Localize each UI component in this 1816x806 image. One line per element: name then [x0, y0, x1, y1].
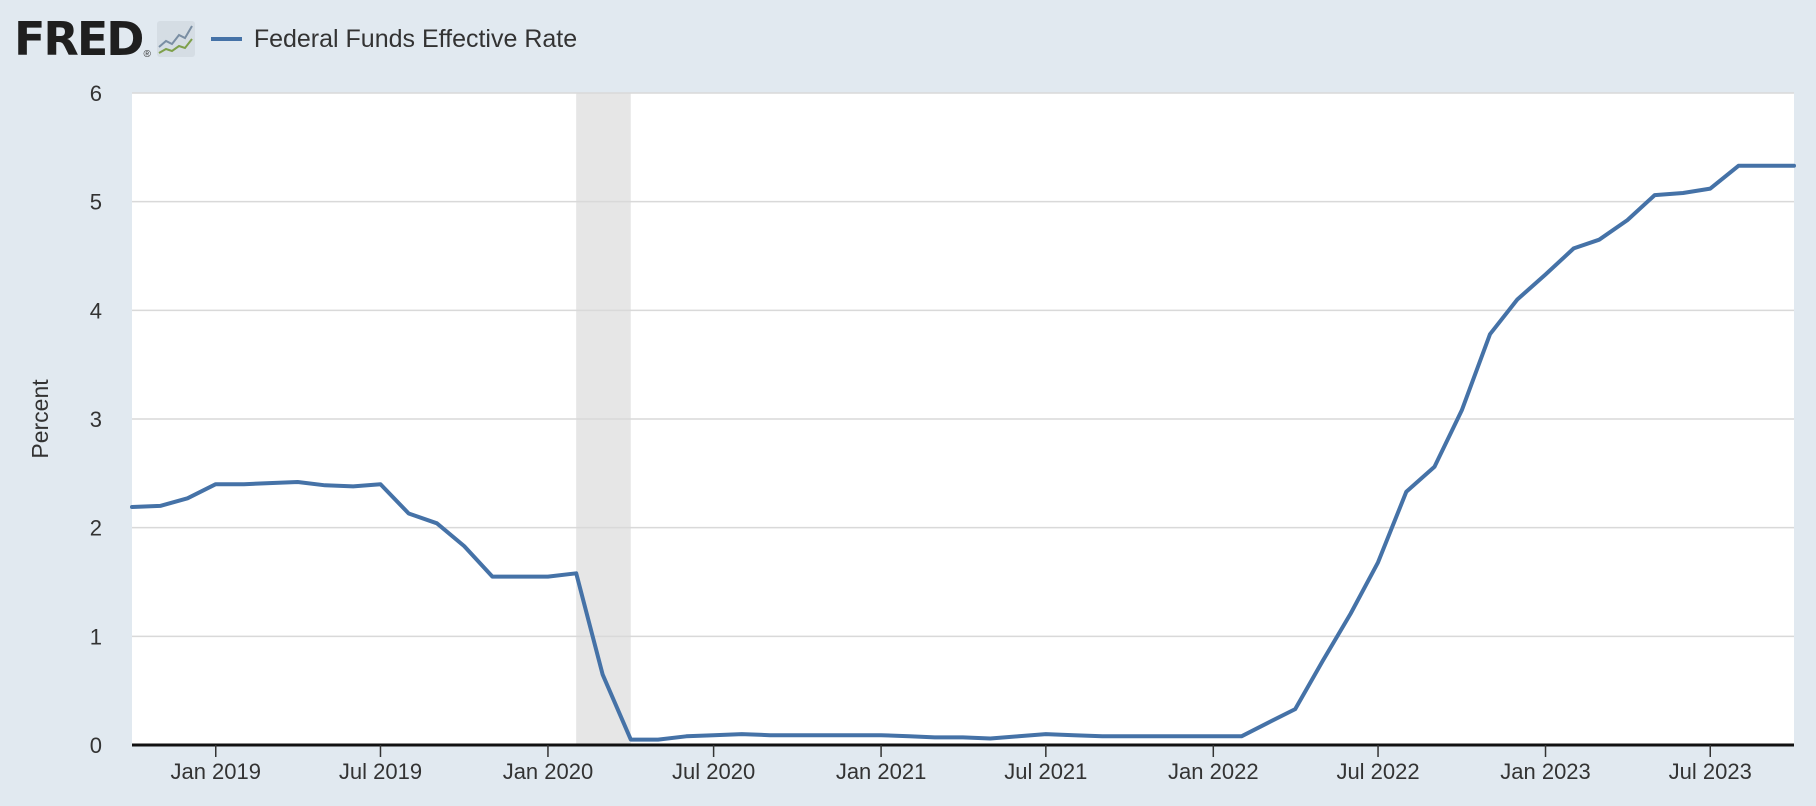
grid-layer	[132, 92, 1794, 638]
y-tick-label: 1	[90, 624, 102, 649]
data-point[interactable]	[1793, 164, 1796, 167]
data-point[interactable]	[1653, 194, 1656, 197]
data-point[interactable]	[1488, 333, 1491, 336]
data-point[interactable]	[186, 497, 189, 500]
data-point[interactable]	[1572, 247, 1575, 250]
data-point[interactable]	[880, 734, 883, 737]
data-point[interactable]	[1101, 735, 1104, 738]
x-tick-label: Jul 2020	[672, 759, 755, 784]
data-point[interactable]	[407, 512, 410, 515]
data-point[interactable]	[131, 506, 134, 509]
x-tick-label: Jul 2021	[1004, 759, 1087, 784]
data-point[interactable]	[575, 572, 578, 575]
data-point[interactable]	[962, 736, 965, 739]
y-tick-label: 4	[90, 298, 102, 323]
data-point[interactable]	[657, 738, 660, 741]
data-point[interactable]	[214, 483, 217, 486]
data-point[interactable]	[1294, 708, 1297, 711]
data-point[interactable]	[1156, 735, 1159, 738]
data-point[interactable]	[1433, 465, 1436, 468]
data-point[interactable]	[1405, 490, 1408, 493]
x-tick-label: Jan 2022	[1168, 759, 1259, 784]
y-tick-label: 2	[90, 516, 102, 541]
data-point[interactable]	[268, 482, 271, 485]
data-point[interactable]	[989, 737, 992, 740]
data-point[interactable]	[296, 481, 299, 484]
data-point[interactable]	[518, 575, 521, 578]
y-tick-label: 0	[90, 733, 102, 758]
data-point[interactable]	[1765, 164, 1768, 167]
series-line[interactable]	[130, 163, 1796, 742]
y-tick-label: 3	[90, 407, 102, 432]
data-point[interactable]	[796, 734, 799, 737]
fred-logo[interactable]: FRED	[14, 12, 144, 66]
data-point[interactable]	[1266, 722, 1269, 725]
data-point[interactable]	[242, 483, 245, 486]
data-point[interactable]	[1240, 735, 1243, 738]
legend-swatch	[210, 37, 242, 41]
data-point[interactable]	[1737, 164, 1740, 167]
data-point[interactable]	[463, 545, 466, 548]
legend-label[interactable]: Federal Funds Effective Rate	[253, 24, 578, 53]
data-point[interactable]	[740, 733, 743, 736]
x-tick-label: Jul 2022	[1336, 759, 1419, 784]
data-point[interactable]	[159, 504, 162, 507]
data-point[interactable]	[1212, 735, 1215, 738]
data-point[interactable]	[1460, 409, 1463, 412]
data-point[interactable]	[1681, 191, 1684, 194]
y-axis-title: Percent	[27, 379, 53, 459]
data-point[interactable]	[1626, 219, 1629, 222]
data-point[interactable]	[352, 485, 355, 488]
x-tick-layer: Jan 2019 Jul 2019 Jan 2020 Jul 2020 Jan 2021…	[170, 745, 1752, 784]
data-point[interactable]	[1349, 612, 1352, 615]
series-layer	[130, 163, 1796, 742]
x-tick-label: Jan 2020	[503, 759, 594, 784]
data-point[interactable]	[1128, 735, 1131, 738]
x-tick-label: Jan 2021	[836, 759, 927, 784]
y-tick-label: 6	[90, 81, 102, 106]
registered-mark: ®	[143, 49, 151, 60]
data-point[interactable]	[379, 483, 382, 486]
data-point[interactable]	[1544, 273, 1547, 276]
data-point[interactable]	[1516, 298, 1519, 301]
data-point[interactable]	[323, 484, 326, 487]
x-tick-label: Jan 2019	[170, 759, 261, 784]
data-point[interactable]	[491, 575, 494, 578]
data-point[interactable]	[1017, 735, 1020, 738]
data-point[interactable]	[1598, 238, 1601, 241]
x-tick-label: Jul 2019	[339, 759, 422, 784]
data-point[interactable]	[824, 734, 827, 737]
y-tick-layer: 0 1 2 3 4 5 6	[90, 81, 102, 758]
data-point[interactable]	[1321, 660, 1324, 663]
data-point[interactable]	[1184, 735, 1187, 738]
fred-graph-icon	[156, 21, 195, 57]
data-point[interactable]	[1377, 561, 1380, 564]
data-point[interactable]	[546, 575, 549, 578]
data-point[interactable]	[712, 734, 715, 737]
data-point[interactable]	[629, 738, 632, 741]
x-tick-label: Jan 2023	[1500, 759, 1591, 784]
data-point[interactable]	[1709, 187, 1712, 190]
data-point[interactable]	[1044, 733, 1047, 736]
data-point[interactable]	[908, 735, 911, 738]
y-tick-label: 5	[90, 190, 102, 215]
data-point[interactable]	[685, 735, 688, 738]
data-point[interactable]	[769, 734, 772, 737]
data-point[interactable]	[601, 673, 604, 676]
data-point[interactable]	[435, 522, 438, 525]
data-point[interactable]	[851, 734, 854, 737]
x-tick-label: Jul 2023	[1669, 759, 1752, 784]
data-point[interactable]	[1073, 734, 1076, 737]
chart-header: FRED ® Federal Funds Effective Rate	[14, 14, 577, 64]
data-point[interactable]	[933, 736, 936, 739]
